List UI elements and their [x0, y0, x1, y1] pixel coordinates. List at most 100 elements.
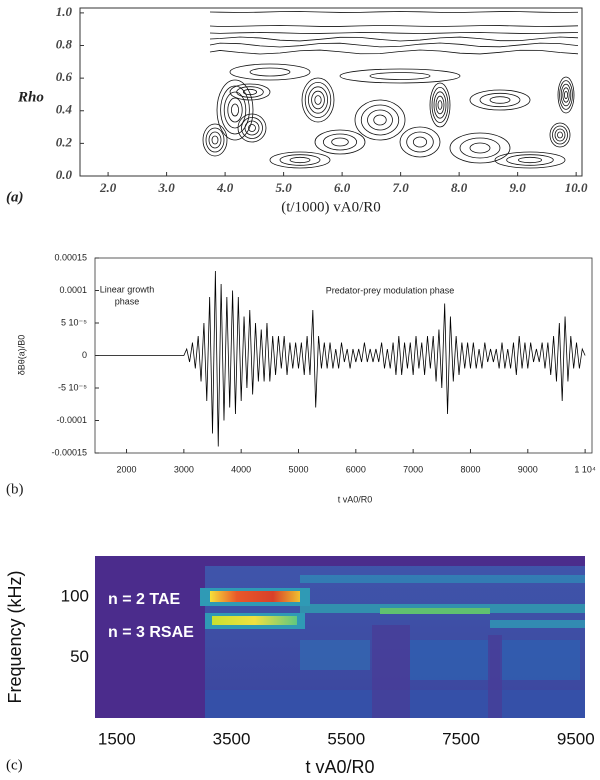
panel-label: (a)	[6, 189, 24, 205]
contour-line	[354, 99, 406, 141]
contour-line	[322, 133, 358, 151]
annotation: n = 2 TAE	[108, 591, 180, 608]
y-tick-label: 0.00015	[54, 252, 87, 262]
y-tick-label: 0	[82, 350, 87, 360]
panel-label: (b)	[6, 481, 24, 497]
contour-line	[559, 80, 573, 110]
contour-line	[517, 156, 543, 164]
contour-line	[557, 131, 563, 139]
y-axis-title: Rho	[17, 89, 44, 105]
y-tick-label: 0.0	[56, 167, 73, 182]
x-tick-label: 3.0	[157, 180, 175, 195]
contour-line	[237, 113, 267, 143]
y-tick-label: 100	[61, 587, 89, 606]
contour-line	[469, 142, 491, 154]
contour-line	[369, 72, 431, 80]
contour-line	[437, 100, 443, 110]
contour-line	[269, 151, 331, 169]
y-tick-label: 5 10⁻⁵	[61, 317, 87, 327]
contour-line	[307, 86, 328, 114]
x-tick-label: 9000	[518, 464, 538, 474]
contour-line	[449, 132, 511, 164]
x-tick-label: 9500	[557, 729, 595, 748]
x-tick-label: 6.0	[334, 180, 351, 195]
x-axis-title: t vA0/R0	[338, 494, 373, 504]
x-axis-title: t vA0/R0	[305, 757, 374, 777]
panel: Rho (t/1000) vA0/R0 (a) 2.0 3.0 4.0 5.0 6.0 7.0 8…	[6, 4, 588, 216]
contour-line	[557, 76, 575, 114]
x-tick-label: 2.0	[99, 180, 117, 195]
contour-line	[236, 86, 264, 98]
x-tick-label: 1 10⁴	[574, 464, 596, 474]
contour-line	[248, 124, 256, 132]
contour-line	[311, 90, 325, 110]
contour-line	[209, 25, 578, 27]
contour-line	[479, 92, 521, 108]
contour-line	[399, 126, 441, 158]
contour-line	[564, 91, 569, 100]
y-tick-label: -0.0001	[56, 415, 87, 425]
contour-line	[242, 88, 258, 96]
contour-line	[229, 63, 311, 81]
panel-label: (c)	[6, 757, 23, 773]
contour-line	[314, 129, 366, 155]
x-axis-title: (t/1000) vA0/R0	[281, 199, 381, 215]
y-axis-title: Frequency (kHz)	[5, 570, 25, 703]
x-tick-label: 4000	[231, 464, 251, 474]
contours	[202, 11, 578, 169]
contour-line	[560, 83, 572, 107]
contour-line	[339, 68, 461, 84]
contour-line	[429, 82, 451, 128]
contour-line	[360, 104, 400, 136]
x-tick-label: 7.0	[392, 180, 409, 195]
contour-line	[220, 85, 250, 135]
x-tick-label: 7000	[403, 464, 423, 474]
y-tick-label: 50	[70, 647, 89, 666]
contour-line	[223, 91, 247, 129]
contour-line	[373, 114, 387, 126]
contour-line	[552, 125, 568, 145]
contour-line	[229, 83, 271, 101]
contour-line	[211, 135, 219, 145]
contour-line	[249, 67, 291, 77]
contour-line	[314, 95, 322, 105]
plot-frame	[79, 7, 583, 177]
contour-line	[209, 32, 578, 34]
contour-line	[406, 131, 434, 153]
contour-line	[301, 77, 335, 123]
contour-line	[304, 82, 332, 119]
contour-line	[241, 117, 263, 139]
contour-line	[209, 36, 578, 42]
x-tick-label: 5000	[288, 464, 308, 474]
contour-line	[494, 151, 566, 169]
annotation: Linear growth	[100, 284, 155, 294]
contour-line	[208, 131, 222, 149]
contour-line	[469, 89, 531, 111]
annotation: n = 3 RSAE	[108, 624, 194, 641]
y-tick-label: 0.0001	[59, 285, 87, 295]
contour-line	[331, 137, 349, 147]
x-tick-label: 4.0	[216, 180, 234, 195]
contour-line	[431, 87, 449, 124]
x-tick-label: 3500	[213, 729, 251, 748]
x-tick-label: 10.0	[565, 180, 588, 195]
contour-line	[489, 96, 511, 104]
contour-line	[244, 120, 260, 136]
contour-line	[209, 11, 578, 13]
contour-line	[230, 103, 239, 117]
contour-line	[279, 154, 321, 166]
contour-line	[506, 154, 554, 166]
contour-line	[435, 95, 445, 115]
x-tick-label: 5.0	[275, 180, 292, 195]
y-tick-label: 1.0	[56, 4, 73, 19]
contour-line	[554, 128, 566, 142]
contour-line	[216, 79, 254, 141]
y-tick-label: 0.6	[56, 69, 73, 84]
y-tick-label: -5 10⁻⁵	[58, 382, 87, 392]
y-tick-label: 0.2	[56, 134, 73, 149]
x-tick-label: 8000	[460, 464, 480, 474]
contour-line	[289, 156, 311, 164]
contour-line	[209, 49, 578, 55]
